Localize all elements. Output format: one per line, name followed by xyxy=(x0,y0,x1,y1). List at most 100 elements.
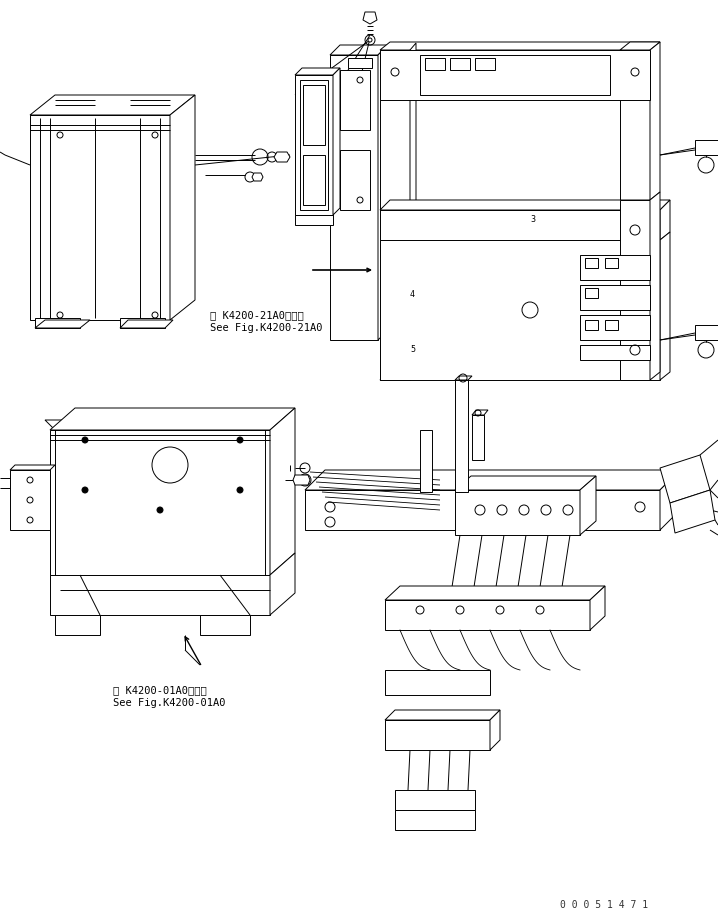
Polygon shape xyxy=(340,70,370,130)
Polygon shape xyxy=(580,345,650,360)
Polygon shape xyxy=(270,553,295,615)
Polygon shape xyxy=(380,50,410,380)
Polygon shape xyxy=(305,490,660,530)
Polygon shape xyxy=(270,408,295,575)
Circle shape xyxy=(368,38,372,42)
Polygon shape xyxy=(10,465,55,470)
Text: 4: 4 xyxy=(410,290,415,299)
Circle shape xyxy=(237,437,243,443)
Polygon shape xyxy=(455,490,580,535)
Polygon shape xyxy=(660,232,670,380)
Polygon shape xyxy=(420,55,610,95)
Polygon shape xyxy=(45,420,285,445)
Polygon shape xyxy=(425,58,445,70)
Polygon shape xyxy=(472,415,484,460)
Polygon shape xyxy=(260,420,285,570)
Polygon shape xyxy=(580,255,650,280)
Polygon shape xyxy=(580,476,596,535)
Polygon shape xyxy=(378,45,388,340)
Polygon shape xyxy=(120,320,173,328)
Circle shape xyxy=(82,437,88,443)
Polygon shape xyxy=(660,200,670,240)
Polygon shape xyxy=(585,320,598,330)
Polygon shape xyxy=(670,490,715,533)
Polygon shape xyxy=(580,285,650,310)
Polygon shape xyxy=(380,373,416,380)
Polygon shape xyxy=(300,80,328,210)
Text: 第 K4200-21A0図参照: 第 K4200-21A0図参照 xyxy=(210,310,304,320)
Polygon shape xyxy=(620,42,660,50)
Polygon shape xyxy=(475,58,495,70)
Text: 第 K4200-01A0図参照: 第 K4200-01A0図参照 xyxy=(113,685,207,695)
Polygon shape xyxy=(585,288,598,298)
Polygon shape xyxy=(274,152,290,162)
Polygon shape xyxy=(120,318,165,328)
Polygon shape xyxy=(410,43,416,380)
Polygon shape xyxy=(330,55,378,340)
Polygon shape xyxy=(35,320,90,328)
Polygon shape xyxy=(295,215,333,225)
Polygon shape xyxy=(650,42,660,200)
Polygon shape xyxy=(380,42,660,50)
Polygon shape xyxy=(380,210,660,240)
Polygon shape xyxy=(695,140,718,155)
Polygon shape xyxy=(333,68,340,215)
Polygon shape xyxy=(620,200,650,380)
Polygon shape xyxy=(385,670,490,695)
Polygon shape xyxy=(455,376,472,380)
Text: See Fig.K4200-21A0: See Fig.K4200-21A0 xyxy=(210,323,322,333)
Polygon shape xyxy=(50,408,295,430)
Polygon shape xyxy=(50,575,270,615)
Polygon shape xyxy=(385,710,500,720)
Polygon shape xyxy=(303,85,325,145)
Polygon shape xyxy=(348,58,372,68)
Polygon shape xyxy=(35,318,80,328)
Circle shape xyxy=(237,487,243,493)
Text: 0 0 0 5 1 4 7 1: 0 0 0 5 1 4 7 1 xyxy=(560,900,648,910)
Polygon shape xyxy=(660,470,680,530)
Circle shape xyxy=(157,507,163,513)
Circle shape xyxy=(82,487,88,493)
Polygon shape xyxy=(590,586,605,630)
Polygon shape xyxy=(490,710,500,750)
Polygon shape xyxy=(295,68,340,75)
Polygon shape xyxy=(605,258,618,268)
Polygon shape xyxy=(252,173,263,181)
Polygon shape xyxy=(30,115,170,320)
Polygon shape xyxy=(363,12,377,24)
Polygon shape xyxy=(420,430,432,492)
Polygon shape xyxy=(450,58,470,70)
Polygon shape xyxy=(385,600,590,630)
Polygon shape xyxy=(305,470,680,490)
Polygon shape xyxy=(385,586,605,600)
Polygon shape xyxy=(580,315,650,340)
Polygon shape xyxy=(55,615,100,635)
Polygon shape xyxy=(340,150,370,210)
Polygon shape xyxy=(295,75,333,215)
Polygon shape xyxy=(660,455,710,503)
Text: 5: 5 xyxy=(410,345,415,354)
Polygon shape xyxy=(455,380,468,492)
Polygon shape xyxy=(380,200,670,210)
Polygon shape xyxy=(385,720,490,750)
Polygon shape xyxy=(380,50,650,100)
Polygon shape xyxy=(585,258,598,268)
Polygon shape xyxy=(620,50,650,200)
Polygon shape xyxy=(650,192,660,380)
Polygon shape xyxy=(303,155,325,205)
Polygon shape xyxy=(330,45,388,55)
Polygon shape xyxy=(170,95,195,320)
Polygon shape xyxy=(293,475,310,485)
Polygon shape xyxy=(395,790,475,810)
Polygon shape xyxy=(200,615,250,635)
Text: 3: 3 xyxy=(530,215,535,224)
Polygon shape xyxy=(395,810,475,830)
Polygon shape xyxy=(695,325,718,340)
Polygon shape xyxy=(472,410,488,415)
Polygon shape xyxy=(70,445,285,570)
Polygon shape xyxy=(50,430,270,575)
Polygon shape xyxy=(30,95,195,115)
Polygon shape xyxy=(10,470,50,530)
Polygon shape xyxy=(455,476,596,490)
Text: See Fig.K4200-01A0: See Fig.K4200-01A0 xyxy=(113,698,225,708)
